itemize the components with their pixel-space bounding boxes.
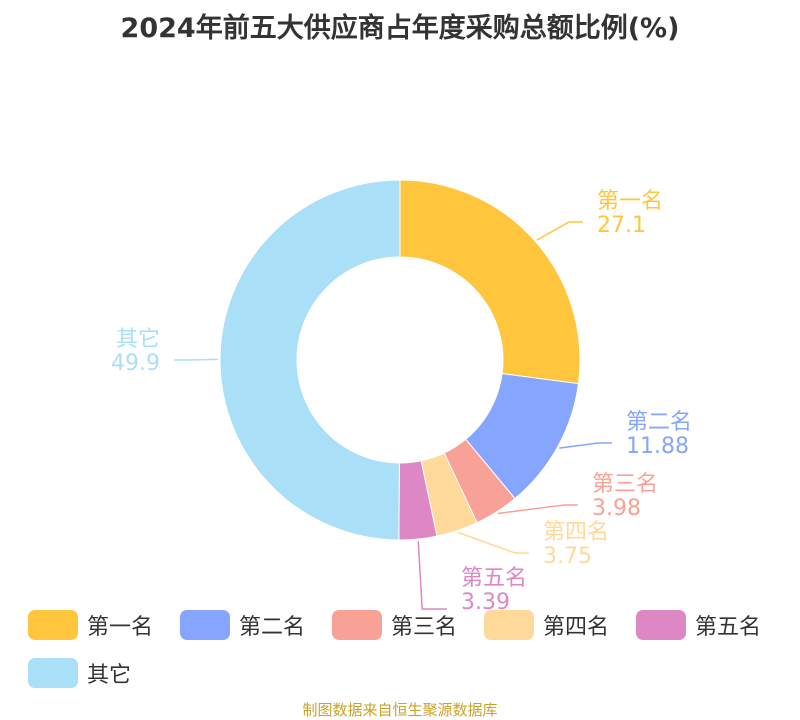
- legend-item-others[interactable]: 其它: [28, 656, 180, 690]
- slice-others[interactable]: [219, 179, 401, 541]
- slice-value-others: 49.9: [111, 351, 160, 376]
- slice-label-fourth: 第四名: [543, 520, 609, 545]
- legend-swatch: [332, 610, 382, 640]
- legend-swatch: [180, 610, 230, 640]
- callout-line-fifth: [417, 541, 447, 610]
- callout-line-fourth: [457, 531, 529, 554]
- legend-item-fourth[interactable]: 第四名: [484, 608, 636, 642]
- legend-item-first[interactable]: 第一名: [28, 608, 180, 642]
- callout-line-first: [536, 221, 583, 241]
- chart-title: 2024年前五大供应商占年度采购总额比例(%): [120, 13, 680, 44]
- source-note: 制图数据来自恒生聚源数据库: [302, 701, 498, 719]
- slice-label-second: 第二名: [626, 410, 692, 435]
- legend-label: 其它: [87, 663, 132, 688]
- legend-label: 第四名: [543, 615, 610, 640]
- slice-value-first: 27.1: [597, 213, 646, 238]
- legend-swatch: [636, 610, 686, 640]
- legend-label: 第一名: [87, 615, 154, 640]
- slice-label-first: 第一名: [597, 189, 663, 214]
- slice-label-others: 其它: [116, 327, 160, 352]
- callout-line-others: [174, 358, 219, 361]
- legend-item-third[interactable]: 第三名: [332, 608, 484, 642]
- slice-value-third: 3.98: [592, 496, 641, 521]
- legend-item-second[interactable]: 第二名: [180, 608, 332, 642]
- legend-label: 第三名: [391, 615, 458, 640]
- legend-swatch: [28, 610, 78, 640]
- slice-label-fifth: 第五名: [461, 566, 527, 591]
- slice-first[interactable]: [399, 179, 581, 385]
- legend: 第一名 第二名 第三名 第四名 第五名其它: [28, 608, 788, 690]
- legend-swatch: [484, 610, 534, 640]
- legend-label: 第五名: [695, 615, 762, 640]
- callout-line-second: [559, 442, 612, 449]
- legend-item-fifth[interactable]: 第五名: [636, 608, 788, 642]
- slice-label-third: 第三名: [592, 472, 658, 497]
- legend-swatch: [28, 658, 78, 688]
- slice-value-second: 11.88: [626, 434, 689, 459]
- legend-label: 第二名: [239, 615, 306, 640]
- callout-line-third: [497, 504, 578, 515]
- slice-value-fourth: 3.75: [543, 544, 592, 569]
